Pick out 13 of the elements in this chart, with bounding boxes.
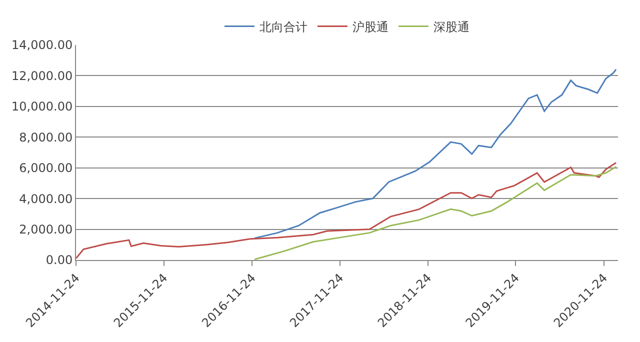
- y-tick-label: 14,000.00: [12, 38, 73, 52]
- y-tick-label: 4,000.00: [19, 192, 73, 206]
- y-tick-label: 2,000.00: [19, 222, 73, 236]
- y-tick-label: 0.00: [46, 253, 73, 268]
- line-series: [254, 68, 617, 239]
- y-tick-label: 12,000.00: [12, 68, 73, 83]
- legend-label: 沪股通: [352, 20, 388, 34]
- legend-label: 北向合计: [260, 20, 308, 34]
- y-tick-label: 6,000.00: [19, 161, 73, 176]
- line-series: [254, 166, 617, 260]
- y-tick-label: 10,000.00: [12, 100, 73, 114]
- legend-label: 深股通: [434, 20, 470, 34]
- y-tick-label: 8,000.00: [19, 130, 73, 144]
